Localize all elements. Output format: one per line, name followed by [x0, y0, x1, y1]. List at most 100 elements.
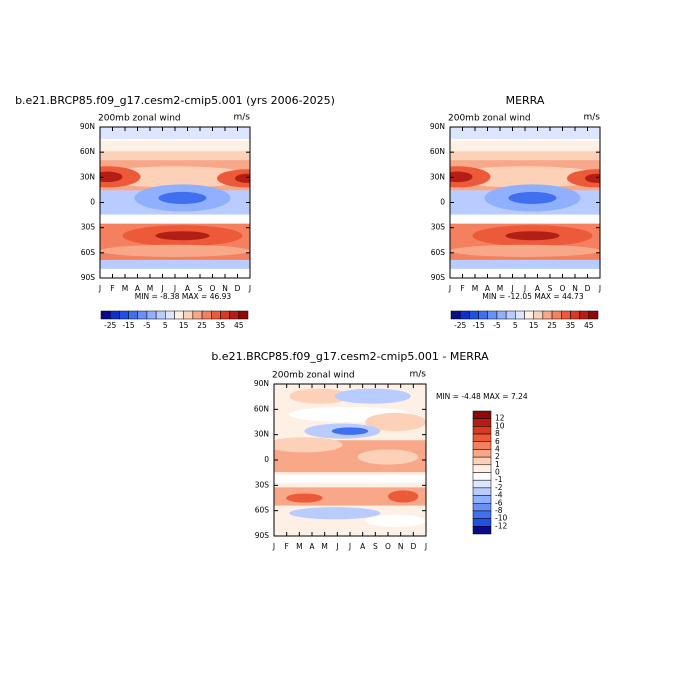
colorbar-box	[472, 433, 492, 442]
colorbar-box	[146, 310, 157, 320]
x-tick-label: J	[348, 542, 351, 551]
x-tick-label: A	[135, 284, 141, 293]
x-tick-label: J	[173, 284, 176, 293]
contour-fill	[331, 427, 369, 435]
colorbar-box	[220, 310, 230, 320]
colorbar-box	[238, 310, 249, 320]
contour-fill	[286, 493, 323, 503]
x-tick-label: D	[585, 284, 591, 293]
contour-field	[450, 127, 600, 278]
x-tick-label: M	[296, 542, 302, 551]
stat-value: 7.24	[511, 392, 528, 401]
colorbar-label: 6	[495, 437, 500, 446]
colorbar-box	[515, 310, 525, 320]
y-tick-label: 90N	[80, 122, 95, 131]
x-tick-label: O	[385, 542, 391, 551]
panel: MERRA 200mb zonal wind m/s 90N 60N 30N 0 30S 60S…	[430, 94, 601, 330]
contour-fill	[365, 412, 426, 432]
panel-title: b.e21.BRCP85.f09_g17.cesm2-cmip5.001 - M…	[211, 350, 489, 363]
stat-label: MAX =	[534, 292, 559, 301]
colorbar-box	[229, 310, 240, 320]
y-tick-label: 60N	[430, 147, 445, 156]
contour-fill	[100, 171, 123, 183]
subtitle: 200mb zonal wind	[98, 114, 181, 124]
y-tick-label: 60S	[81, 248, 96, 257]
y-tick-label: 30S	[255, 480, 270, 489]
x-tick-label: F	[285, 542, 289, 551]
colorbar-box	[128, 310, 138, 320]
colorbar-label: 45	[584, 321, 594, 330]
colorbar-box	[472, 518, 492, 527]
colorbar-box	[211, 310, 221, 320]
colorbar-label: -8	[495, 506, 503, 515]
contour-fill	[100, 166, 250, 188]
colorbar-box	[551, 310, 562, 320]
x-tick-label: J	[248, 284, 251, 293]
contour-fill	[274, 437, 343, 453]
y-tick-label: 0	[264, 455, 269, 464]
y-tick-label: 90S	[81, 273, 96, 282]
colorbar-label: 1	[495, 460, 500, 469]
stat-label: MIN =	[482, 292, 505, 301]
contour-fill	[100, 214, 250, 224]
colorbar-box	[472, 495, 492, 504]
min-max: MIN = -12.05 MAX = 44.73	[482, 292, 583, 301]
y-tick-label: 60N	[254, 404, 269, 413]
colorbar-box	[524, 310, 534, 320]
colorbar-label: 10	[495, 421, 505, 430]
colorbar-label: 8	[495, 429, 500, 438]
x-tick-label: J	[510, 284, 513, 293]
contour-fill	[585, 173, 600, 183]
stat-value: 44.73	[562, 292, 584, 301]
colorbar-label: -5	[493, 321, 501, 330]
colorbar-box	[165, 310, 175, 320]
colorbar-label: -15	[122, 321, 134, 330]
colorbar-label: -6	[495, 498, 503, 507]
x-tick-label: J	[335, 542, 338, 551]
colorbar-label: 25	[197, 321, 207, 330]
x-tick-label: N	[398, 542, 404, 551]
x-tick-label: M	[122, 284, 128, 293]
colorbar-box	[487, 310, 498, 320]
contour-fill	[357, 449, 419, 465]
contour-fill	[158, 191, 207, 205]
colorbar-box	[472, 526, 492, 535]
x-tick-label: M	[147, 284, 153, 293]
colorbar-box	[450, 310, 461, 320]
x-tick-label: J	[272, 542, 275, 551]
min-max: MIN = -8.38 MAX = 46.93	[135, 292, 232, 301]
colorbar-label: 12	[495, 414, 505, 423]
colorbar-label: -4	[495, 491, 503, 500]
x-tick-label: D	[410, 542, 416, 551]
contour-fill	[100, 151, 250, 162]
y-tick-label: 90S	[255, 531, 270, 540]
colorbar-label: -1	[495, 475, 503, 484]
stat-value: -8.38	[160, 292, 180, 301]
x-tick-label: S	[373, 542, 378, 551]
y-tick-label: 30N	[254, 430, 269, 439]
contour-fill	[289, 388, 350, 404]
y-tick-label: 0	[440, 198, 445, 207]
y-tick-label: 60S	[255, 506, 270, 515]
x-tick-label: F	[110, 284, 114, 293]
colorbar-label: 0	[495, 468, 500, 477]
contour-fill	[450, 151, 600, 162]
colorbar-box	[561, 310, 571, 320]
colorbar-box	[505, 310, 516, 320]
stat-label: MAX =	[483, 392, 508, 401]
x-tick-label: J	[598, 284, 601, 293]
y-tick-label: 60N	[80, 147, 95, 156]
stat-value: -12.05	[508, 292, 532, 301]
colorbar-box	[472, 472, 492, 481]
colorbar-box	[496, 310, 507, 320]
colorbar-label: -10	[495, 514, 507, 523]
contour-fill	[567, 169, 600, 188]
y-tick-label: 30N	[80, 172, 95, 181]
x-tick-label: O	[210, 284, 216, 293]
panel: b.e21.BRCP85.f09_g17.cesm2-cmip5.001 - M…	[211, 350, 528, 551]
contour-fill	[100, 268, 250, 278]
colorbar-label: -2	[495, 483, 503, 492]
x-tick-label: F	[460, 284, 464, 293]
colorbar-box	[119, 310, 129, 320]
